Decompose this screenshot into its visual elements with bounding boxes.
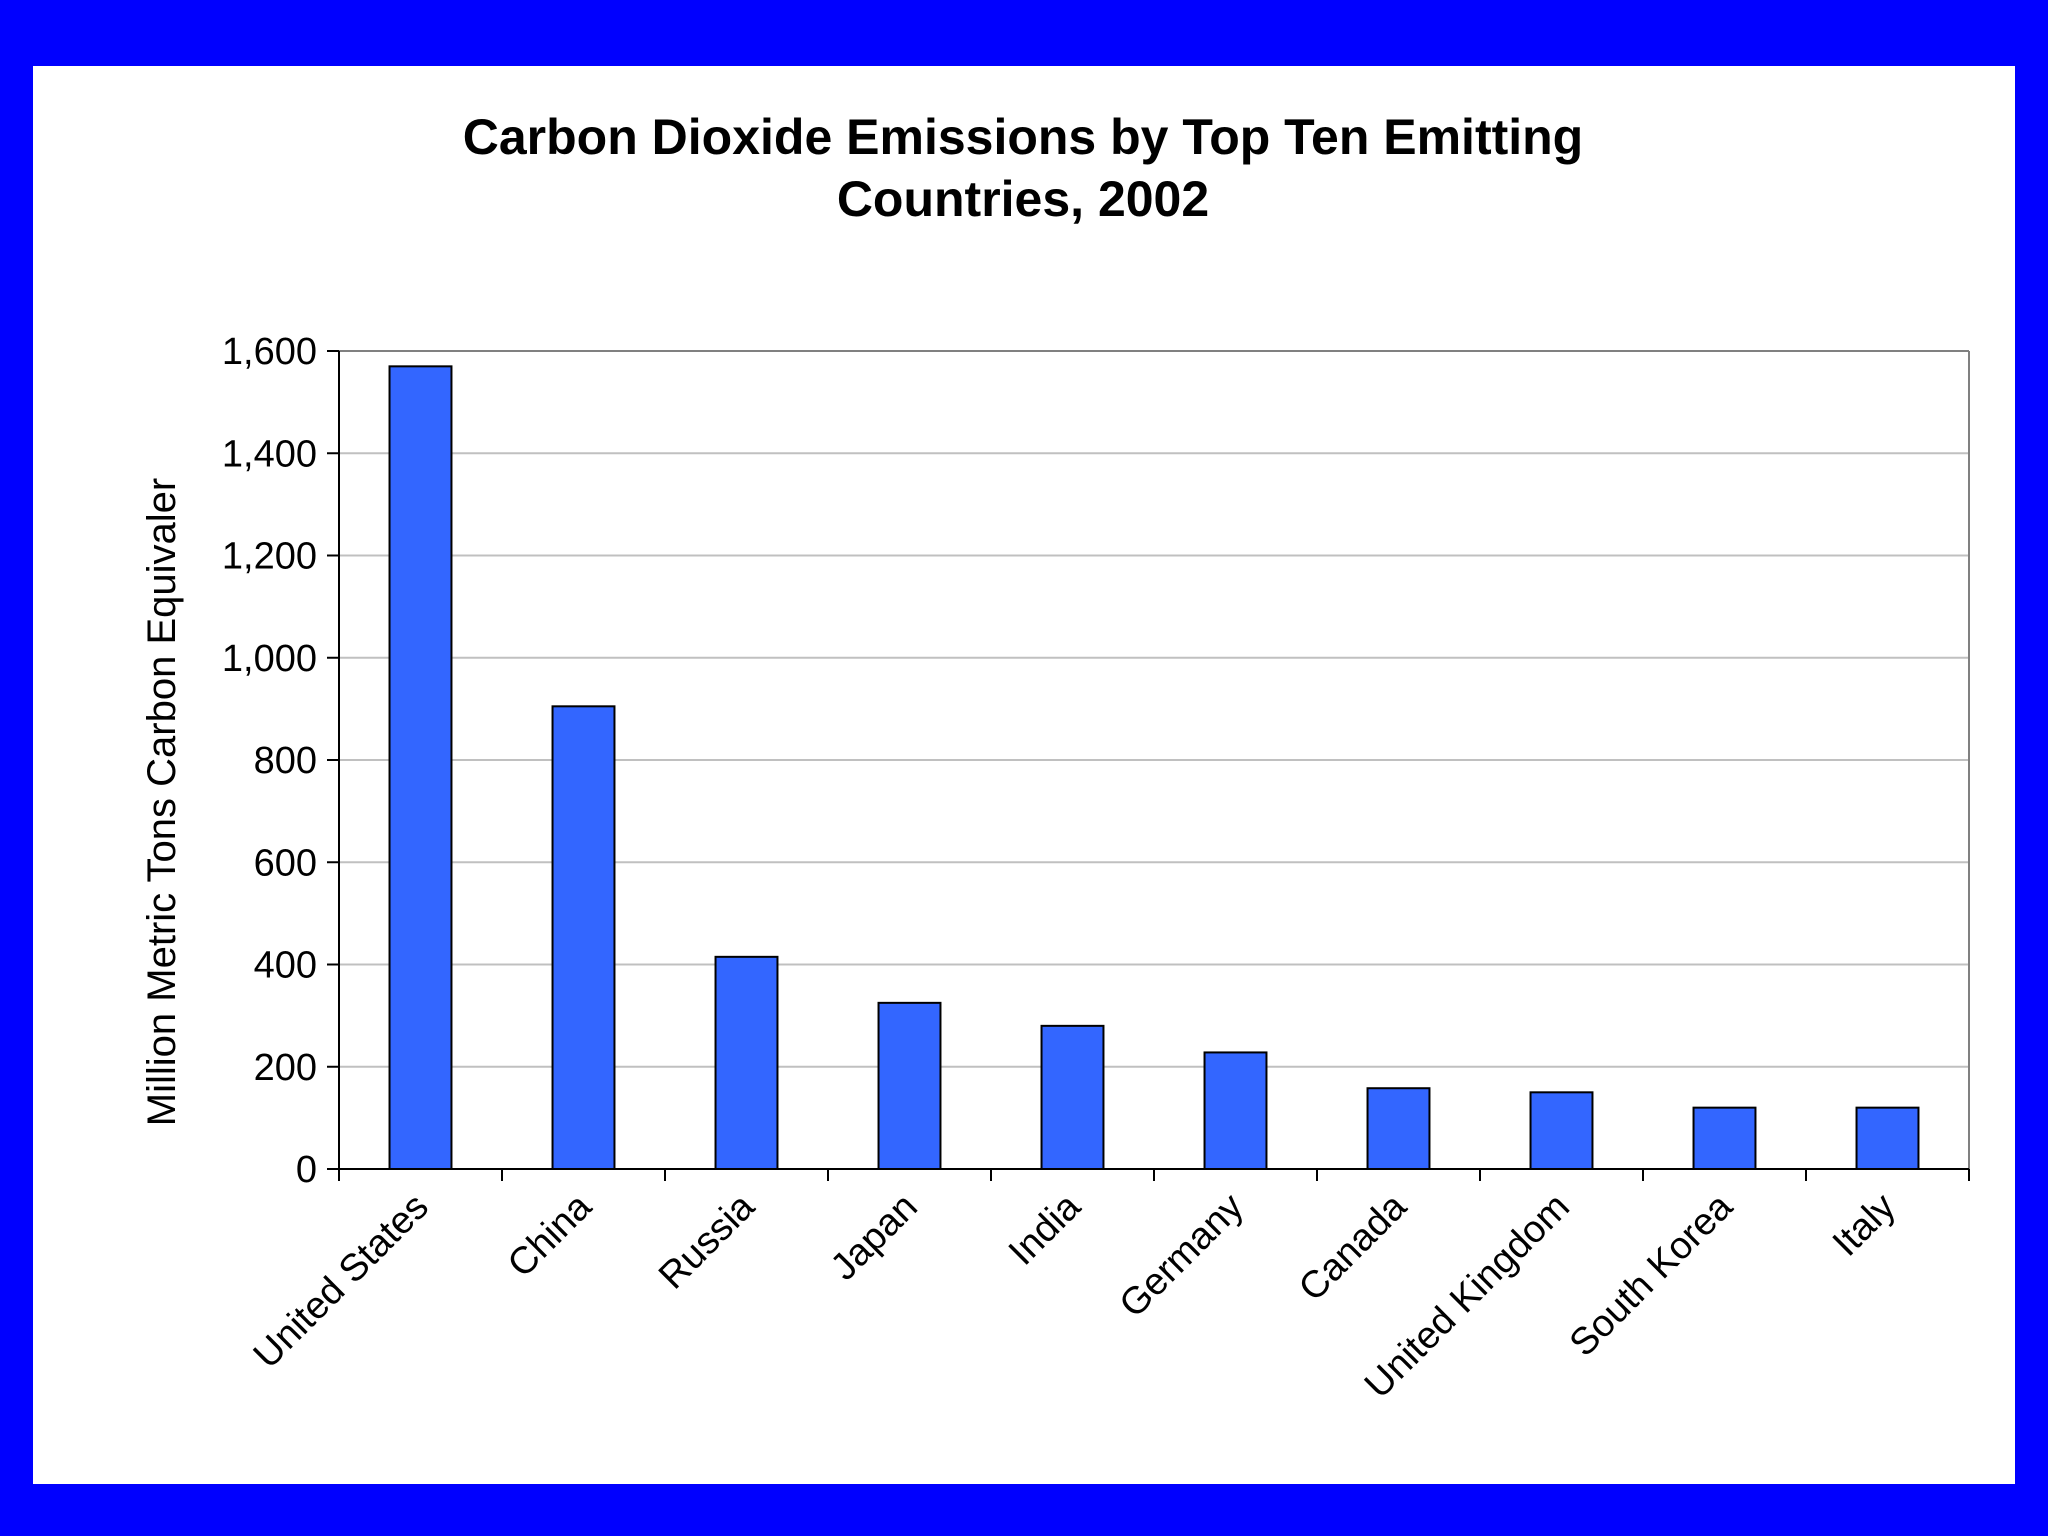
x-tick-label: Canada bbox=[1291, 1185, 1415, 1309]
bar bbox=[388, 365, 453, 1170]
bar bbox=[877, 1001, 942, 1170]
x-tick-label: Japan bbox=[823, 1186, 926, 1289]
chart-title-line-1: Carbon Dioxide Emissions by Top Ten Emit… bbox=[463, 109, 1583, 165]
bar bbox=[1040, 1024, 1105, 1170]
bar-chart: Carbon Dioxide Emissions by Top Ten Emit… bbox=[140, 109, 1970, 1407]
y-tick-label: 1,200 bbox=[222, 536, 317, 578]
bar bbox=[1366, 1087, 1431, 1170]
bar bbox=[551, 705, 616, 1170]
y-axis-title: Million Metric Tons Carbon Equivaler bbox=[140, 478, 184, 1126]
x-tick-label: Italy bbox=[1825, 1186, 1904, 1265]
bar bbox=[1529, 1091, 1594, 1170]
x-tick-label: Germany bbox=[1112, 1186, 1252, 1326]
y-tick-label: 400 bbox=[254, 945, 317, 987]
y-tick-label: 1,000 bbox=[222, 638, 317, 680]
x-tick-label: India bbox=[1001, 1185, 1090, 1274]
chart-title-line-2: Countries, 2002 bbox=[837, 171, 1209, 227]
y-tick-label: 0 bbox=[296, 1149, 317, 1191]
x-tick-label: United States bbox=[246, 1186, 437, 1377]
bar bbox=[714, 955, 779, 1170]
bar bbox=[1855, 1106, 1920, 1171]
chart-panel: Carbon Dioxide Emissions by Top Ten Emit… bbox=[33, 66, 2015, 1484]
y-tick-label: 1,600 bbox=[222, 331, 317, 373]
y-tick-label: 600 bbox=[254, 842, 317, 884]
x-tick-label: South Korea bbox=[1562, 1185, 1742, 1365]
y-tick-label: 1,400 bbox=[222, 433, 317, 475]
bar bbox=[1203, 1051, 1268, 1170]
bar bbox=[1692, 1106, 1757, 1171]
x-tick-label: China bbox=[500, 1185, 601, 1286]
y-tick-label: 200 bbox=[254, 1047, 317, 1089]
x-tick-label: Russia bbox=[651, 1185, 763, 1297]
plot-area: 0 200 400 600 800 1,000 1,200 1,400 1,600 United … bbox=[222, 331, 1970, 1407]
y-tick-label: 800 bbox=[254, 740, 317, 782]
